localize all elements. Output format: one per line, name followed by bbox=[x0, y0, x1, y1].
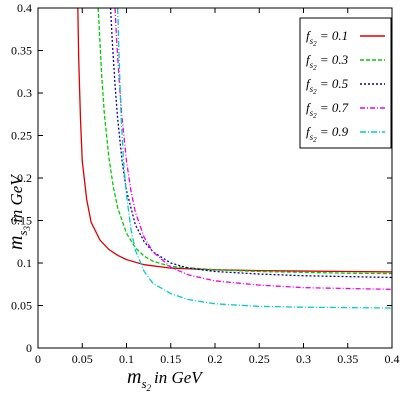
legend-label-2: fs2 = 0.3 bbox=[306, 52, 349, 72]
legend-box bbox=[299, 17, 392, 149]
x-tick-label: 0.1 bbox=[119, 352, 134, 366]
y-tick-label: 0.05 bbox=[11, 299, 32, 313]
legend-label-5: fs2 = 0.9 bbox=[306, 124, 349, 144]
legend: fs2 = 0.1 fs2 = 0.3 fs2 = 0.5 fs2 = 0.7 fs2 … bbox=[299, 17, 392, 149]
legend-item-1: fs2 = 0.1 bbox=[306, 28, 385, 48]
x-axis-title-sub: s bbox=[141, 376, 146, 391]
x-tick-label: 0.2 bbox=[208, 352, 223, 366]
x-axis-title-subsub: 2 bbox=[147, 383, 152, 393]
y-tick-label: 0.25 bbox=[11, 129, 32, 143]
y-tick-label: 0.2 bbox=[17, 171, 32, 185]
series-line-1 bbox=[77, 8, 392, 273]
x-tick-label: 0.4 bbox=[385, 352, 400, 366]
series-line-2 bbox=[97, 8, 392, 275]
legend-item-5: fs2 = 0.9 bbox=[306, 124, 385, 144]
x-tick-label: 0.25 bbox=[249, 352, 270, 366]
y-tick-label: 0.3 bbox=[17, 86, 32, 100]
legend-label-1: fs2 = 0.1 bbox=[306, 28, 348, 48]
x-axis-title-unit: in GeV bbox=[154, 368, 204, 387]
series-line-5 bbox=[117, 8, 392, 309]
x-tick-label: 0 bbox=[35, 352, 41, 366]
x-axis-title-main: m bbox=[127, 366, 141, 388]
x-tick-label: 0.15 bbox=[160, 352, 181, 366]
legend-items: fs2 = 0.1 fs2 = 0.3 fs2 = 0.5 fs2 = 0.7 fs2 … bbox=[306, 28, 385, 144]
x-axis-title: ms2in GeV bbox=[127, 366, 204, 393]
legend-label-3: fs2 = 0.5 bbox=[306, 76, 349, 96]
y-tick-label: 0 bbox=[26, 341, 32, 355]
y-tick-label: 0.4 bbox=[17, 1, 32, 15]
x-tick-label: 0.05 bbox=[72, 352, 93, 366]
legend-item-2: fs2 = 0.3 bbox=[306, 52, 385, 72]
y-axis-title-subsub: 3 bbox=[22, 225, 32, 231]
y-tick-label: 0.35 bbox=[11, 44, 32, 58]
y-axis-title-main: m bbox=[5, 236, 27, 250]
legend-item-3: fs2 = 0.5 bbox=[306, 76, 385, 96]
y-axis-title-unit: in GeV bbox=[7, 173, 26, 223]
y-axis-title-sub: s bbox=[15, 230, 30, 235]
legend-label-4: fs2 = 0.7 bbox=[306, 100, 349, 120]
series-layer bbox=[77, 8, 392, 309]
x-tick-label: 0.3 bbox=[296, 352, 311, 366]
y-tick-label: 0.15 bbox=[11, 214, 32, 228]
y-tick-label: 0.1 bbox=[17, 256, 32, 270]
legend-item-4: fs2 = 0.7 bbox=[306, 100, 385, 120]
x-tick-label: 0.35 bbox=[337, 352, 358, 366]
series-line-3 bbox=[109, 8, 392, 279]
y-axis-title: ms3 in GeV bbox=[5, 173, 32, 250]
tick-labels-layer: 0 0.05 0.1 0.15 0.2 0.25 0.3 0.35 0.4 0 0.05 0.1 0.1… bbox=[11, 1, 400, 366]
